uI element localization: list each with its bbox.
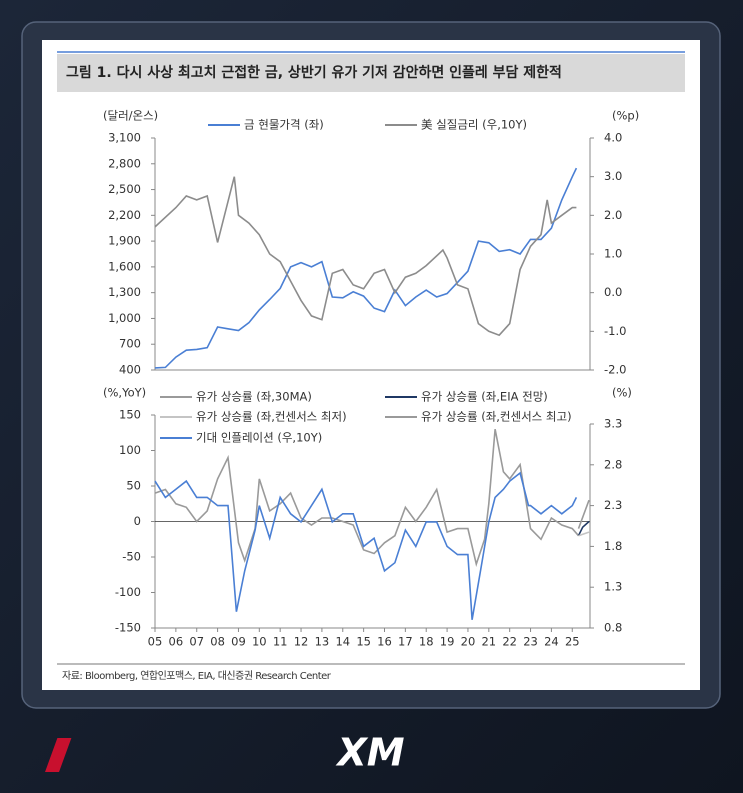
x-tick-label: 24 bbox=[544, 635, 559, 649]
y2-tick-label: 1.3 bbox=[604, 580, 622, 594]
y2-tick-label: 1.8 bbox=[604, 539, 622, 553]
x-tick-label: 09 bbox=[231, 635, 246, 649]
y2-tick-label: 2.8 bbox=[604, 457, 622, 471]
legend-label: 유가 상승률 (좌,컨센서스 최고) bbox=[421, 410, 572, 424]
y-tick-label: 2,500 bbox=[108, 182, 141, 196]
y2-tick-label: -2.0 bbox=[604, 363, 626, 377]
source: 자료: Bloomberg, 연합인포맥스, EIA, 대신증권 Researc… bbox=[62, 670, 332, 682]
y2-tick-label: 0.0 bbox=[604, 285, 622, 299]
y-tick-label: 0 bbox=[134, 514, 141, 528]
x-tick-label: 06 bbox=[169, 635, 184, 649]
y-tick-label: 3,100 bbox=[108, 131, 141, 145]
y2-tick-label: 1.0 bbox=[604, 247, 622, 261]
y-tick-label: -50 bbox=[122, 550, 141, 564]
y2-axis-label: (%p) bbox=[612, 109, 639, 123]
legend-label: 유가 상승률 (좌,EIA 전망) bbox=[421, 390, 548, 404]
x-tick-label: 22 bbox=[502, 635, 517, 649]
y2-tick-label: 2.3 bbox=[604, 498, 622, 512]
x-tick-label: 18 bbox=[419, 635, 434, 649]
legend-label: 금 현물가격 (좌) bbox=[244, 118, 324, 132]
x-tick-label: 15 bbox=[356, 635, 371, 649]
x-tick-label: 10 bbox=[252, 635, 267, 649]
x-tick-label: 08 bbox=[210, 635, 225, 649]
y-tick-label: 400 bbox=[119, 363, 141, 377]
legend-label: 기대 인플레이션 (우,10Y) bbox=[196, 431, 322, 445]
x-tick-label: 23 bbox=[523, 635, 538, 649]
y-tick-label: 1,300 bbox=[108, 285, 141, 299]
y-tick-label: 1,600 bbox=[108, 259, 141, 273]
x-tick-label: 12 bbox=[294, 635, 309, 649]
y2-tick-label: -1.0 bbox=[604, 324, 626, 338]
legend-label: 美 실질금리 (우,10Y) bbox=[421, 118, 527, 132]
y-tick-label: 50 bbox=[126, 479, 141, 493]
logo-accent bbox=[45, 738, 72, 772]
series-line bbox=[577, 520, 590, 537]
y-tick-label: 2,200 bbox=[108, 208, 141, 222]
y-axis-label: (%,YoY) bbox=[103, 386, 146, 400]
x-tick-label: 07 bbox=[189, 635, 204, 649]
y2-tick-label: 4.0 bbox=[604, 131, 622, 145]
title: 그림 1. 다시 사상 최고치 근접한 금, 상반기 유가 기저 감안하면 인플… bbox=[66, 64, 562, 81]
y-tick-label: 1,900 bbox=[108, 234, 141, 248]
x-tick-label: 20 bbox=[461, 635, 476, 649]
logo: XM bbox=[335, 731, 404, 775]
series-line bbox=[154, 429, 580, 568]
x-tick-label: 21 bbox=[481, 635, 496, 649]
x-tick-label: 14 bbox=[335, 635, 350, 649]
x-tick-label: 05 bbox=[148, 635, 163, 649]
series-line bbox=[578, 531, 590, 537]
y-tick-label: -100 bbox=[115, 585, 141, 599]
y-tick-label: 2,800 bbox=[108, 156, 141, 170]
y-tick-label: -150 bbox=[115, 621, 141, 635]
x-tick-label: 19 bbox=[440, 635, 455, 649]
y-axis-label: (달러/온스) bbox=[103, 109, 158, 123]
y2-tick-label: 0.8 bbox=[604, 621, 622, 635]
y-tick-label: 150 bbox=[119, 408, 141, 422]
series-line bbox=[154, 176, 577, 337]
x-tick-label: 25 bbox=[565, 635, 580, 649]
legend-label: 유가 상승률 (좌,30MA) bbox=[196, 390, 312, 404]
y-tick-label: 100 bbox=[119, 443, 141, 457]
series-line bbox=[154, 471, 578, 620]
y2-tick-label: 2.0 bbox=[604, 208, 622, 222]
series-line bbox=[154, 167, 578, 369]
x-tick-label: 11 bbox=[273, 635, 288, 649]
x-tick-label: 16 bbox=[377, 635, 392, 649]
series-line bbox=[577, 499, 590, 529]
x-tick-label: 17 bbox=[398, 635, 413, 649]
title-bar bbox=[57, 54, 685, 92]
y2-axis-label: (%) bbox=[612, 386, 632, 400]
y2-tick-label: 3.3 bbox=[604, 417, 622, 431]
y2-tick-label: 3.0 bbox=[604, 169, 622, 183]
x-tick-label: 13 bbox=[315, 635, 330, 649]
legend-label: 유가 상승률 (좌,컨센서스 최저) bbox=[196, 410, 347, 424]
y-tick-label: 1,000 bbox=[108, 311, 141, 325]
y-tick-label: 700 bbox=[119, 337, 141, 351]
